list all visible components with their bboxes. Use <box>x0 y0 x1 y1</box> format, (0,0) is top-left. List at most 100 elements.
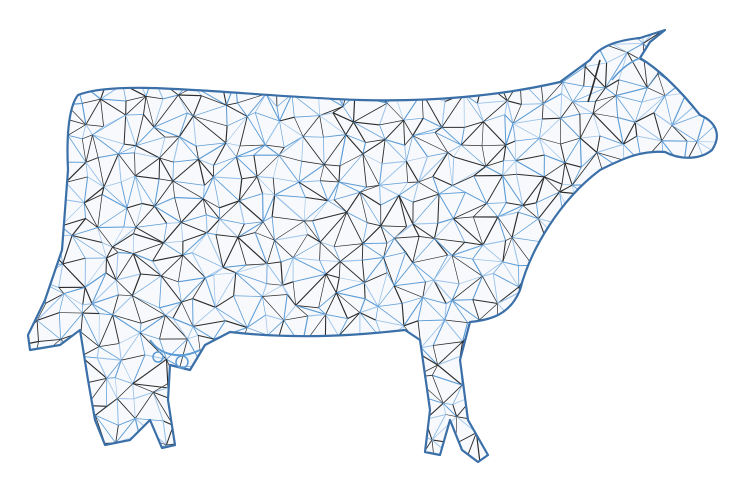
mesh-edge <box>601 253 604 285</box>
mesh-edge <box>626 173 639 203</box>
mesh-edge <box>280 360 308 382</box>
mesh-edge <box>362 225 382 244</box>
mesh-edge <box>422 279 435 298</box>
mesh-edge <box>571 167 582 186</box>
mesh-edge <box>504 347 527 368</box>
mesh-edge <box>578 30 596 42</box>
mesh-edge <box>432 176 453 187</box>
mesh-edge <box>112 233 134 248</box>
mesh-edge <box>711 334 717 359</box>
mesh-edge <box>291 79 302 95</box>
mesh-edge <box>421 84 425 93</box>
mesh-edge <box>627 416 635 421</box>
mesh-edge <box>58 287 65 294</box>
mesh-edge <box>292 281 297 306</box>
mesh-edge <box>566 355 576 367</box>
mesh-edge <box>673 42 695 48</box>
mesh-edge <box>338 165 341 183</box>
mesh-edge <box>279 93 293 122</box>
mesh-edge <box>43 192 57 199</box>
mesh-edge <box>232 443 241 462</box>
mesh-edge <box>507 100 522 105</box>
mesh-edge <box>106 377 116 379</box>
mesh-edge <box>637 202 657 223</box>
mesh-edge <box>31 444 61 462</box>
mesh-edge <box>44 387 53 399</box>
mesh-edge <box>497 317 506 348</box>
mesh-edge <box>63 286 86 295</box>
mesh-edge <box>395 60 403 87</box>
mesh-edge <box>378 163 383 186</box>
mesh-edge <box>347 312 361 320</box>
mesh-edge <box>512 319 523 342</box>
mesh-edge <box>91 279 117 305</box>
mesh-edge <box>318 292 337 309</box>
mesh-edge <box>241 393 256 406</box>
mesh-edge <box>399 356 424 367</box>
mesh-edge <box>218 30 228 42</box>
mesh-edge <box>497 291 521 305</box>
mesh-edge <box>541 103 544 119</box>
mesh-edge <box>339 153 364 167</box>
mesh-edge <box>433 279 460 285</box>
mesh-edge <box>202 176 214 199</box>
mesh-edge <box>187 112 194 117</box>
mesh-edge <box>272 177 276 196</box>
mesh-edge <box>97 227 103 243</box>
mesh-edge <box>233 272 237 296</box>
mesh-edge <box>223 442 234 446</box>
mesh-edge <box>502 240 507 262</box>
mesh-edge <box>498 356 502 377</box>
mesh-edge <box>118 343 122 361</box>
mesh-edge <box>657 73 666 96</box>
mesh-edge <box>683 182 706 205</box>
mesh-edge <box>15 87 21 96</box>
mesh-edge <box>673 305 684 319</box>
mesh-edge <box>695 415 717 440</box>
mesh-edge <box>158 275 162 308</box>
mesh-edge <box>571 185 575 194</box>
mesh-edge <box>28 423 41 428</box>
mesh-edge <box>359 186 367 193</box>
mesh-edge <box>135 205 155 228</box>
mesh-edge <box>51 387 88 406</box>
mesh-edge <box>238 176 258 202</box>
mesh-edge <box>538 445 546 462</box>
mesh-edge <box>294 415 304 447</box>
mesh-edge <box>215 219 221 235</box>
mesh-edge <box>253 155 258 177</box>
mesh-edge <box>101 194 128 209</box>
mesh-edge <box>437 355 461 366</box>
mesh-edge <box>425 35 439 47</box>
mesh-edge <box>301 346 327 359</box>
mesh-edge <box>105 44 115 59</box>
mesh-edge <box>325 313 348 320</box>
mesh-edge <box>602 302 618 306</box>
mesh-edge <box>153 112 188 128</box>
mesh-edge <box>361 243 364 261</box>
mesh-edge <box>563 244 578 256</box>
mesh-edge <box>118 418 136 426</box>
mesh-edge <box>561 82 564 94</box>
mesh-edge <box>399 365 415 378</box>
mesh-edge <box>575 401 584 415</box>
mesh-edge <box>237 236 268 265</box>
mesh-edge <box>412 222 438 225</box>
mesh-edge <box>327 66 345 74</box>
mesh-edge <box>451 299 480 321</box>
mesh-edge <box>496 412 517 416</box>
mesh-edge <box>317 72 329 93</box>
mesh-edge <box>713 52 717 85</box>
mesh-edge <box>261 54 287 67</box>
mesh-edge <box>200 365 203 379</box>
mesh-edge <box>475 420 478 433</box>
mesh-edge <box>261 445 269 462</box>
mesh-edge <box>335 447 363 462</box>
mesh-edge <box>398 195 408 227</box>
mesh-edge <box>261 447 276 462</box>
mesh-edge <box>574 342 587 356</box>
mesh-edge <box>383 237 395 258</box>
mesh-edge <box>514 392 536 397</box>
mesh-edge <box>22 66 26 87</box>
mesh-edge <box>432 319 446 346</box>
